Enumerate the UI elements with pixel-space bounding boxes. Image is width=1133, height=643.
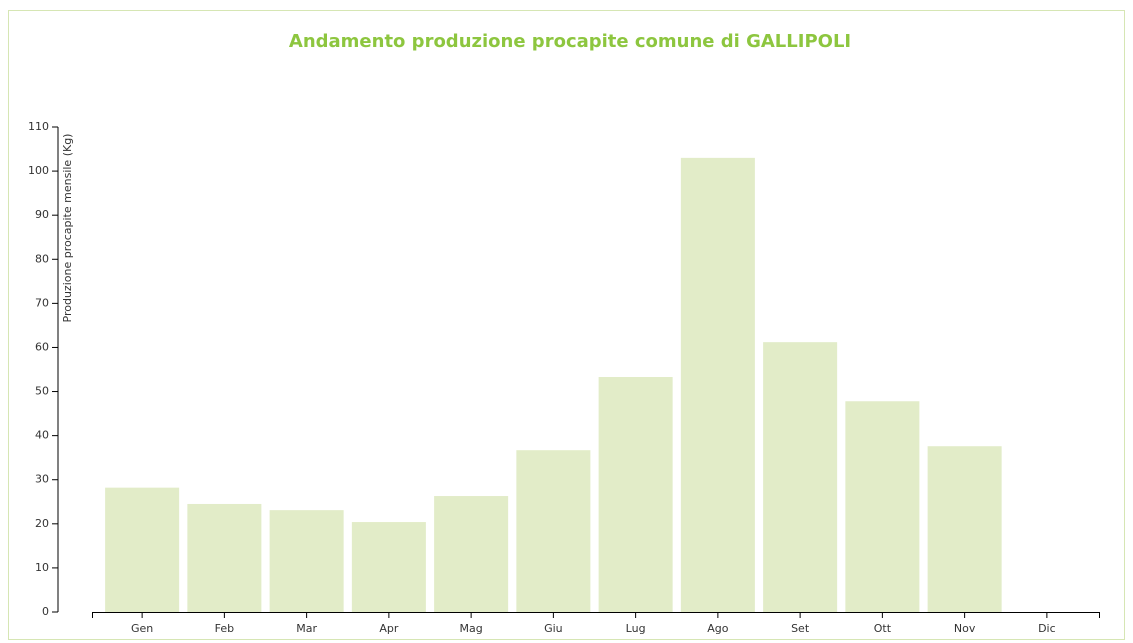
- bar: [187, 503, 262, 612]
- x-tick-label: Nov: [954, 622, 976, 635]
- y-tick-label: 30: [35, 473, 49, 486]
- bar: [269, 510, 344, 612]
- x-tick-label: Mar: [296, 622, 317, 635]
- y-tick-label: 0: [42, 605, 49, 618]
- y-tick-label: 20: [35, 517, 49, 530]
- x-tick-label: Mag: [460, 622, 483, 635]
- bar: [516, 450, 591, 612]
- y-axis-label: Produzione procapite mensile (Kg): [61, 134, 74, 323]
- bar: [680, 157, 755, 612]
- bar: [927, 446, 1002, 612]
- frame: [8, 10, 1125, 640]
- bar: [598, 376, 673, 612]
- x-tick-label: Gen: [131, 622, 153, 635]
- bar: [105, 487, 180, 612]
- y-tick-label: 110: [28, 120, 49, 133]
- y-tick-label: 70: [35, 296, 49, 309]
- bar: [845, 401, 920, 612]
- x-tick-label: Apr: [379, 622, 399, 635]
- bar: [763, 342, 838, 612]
- x-tick-label: Ago: [707, 622, 729, 635]
- x-tick-label: Dic: [1038, 622, 1056, 635]
- y-tick-label: 40: [35, 429, 49, 442]
- x-tick-label: Set: [791, 622, 810, 635]
- x-tick-label: Giu: [544, 622, 563, 635]
- y-tick-label: 90: [35, 208, 49, 221]
- chart-title: Andamento produzione procapite comune di…: [289, 31, 851, 52]
- y-tick-label: 100: [28, 164, 49, 177]
- y-tick-label: 50: [35, 385, 49, 398]
- bar: [351, 522, 426, 612]
- x-tick-label: Feb: [215, 622, 234, 635]
- bar: [434, 496, 509, 612]
- x-tick-label: Lug: [626, 622, 646, 635]
- y-tick-label: 80: [35, 252, 49, 265]
- y-tick-label: 10: [35, 561, 49, 574]
- x-tick-label: Ott: [874, 622, 892, 635]
- y-tick-label: 60: [35, 340, 49, 353]
